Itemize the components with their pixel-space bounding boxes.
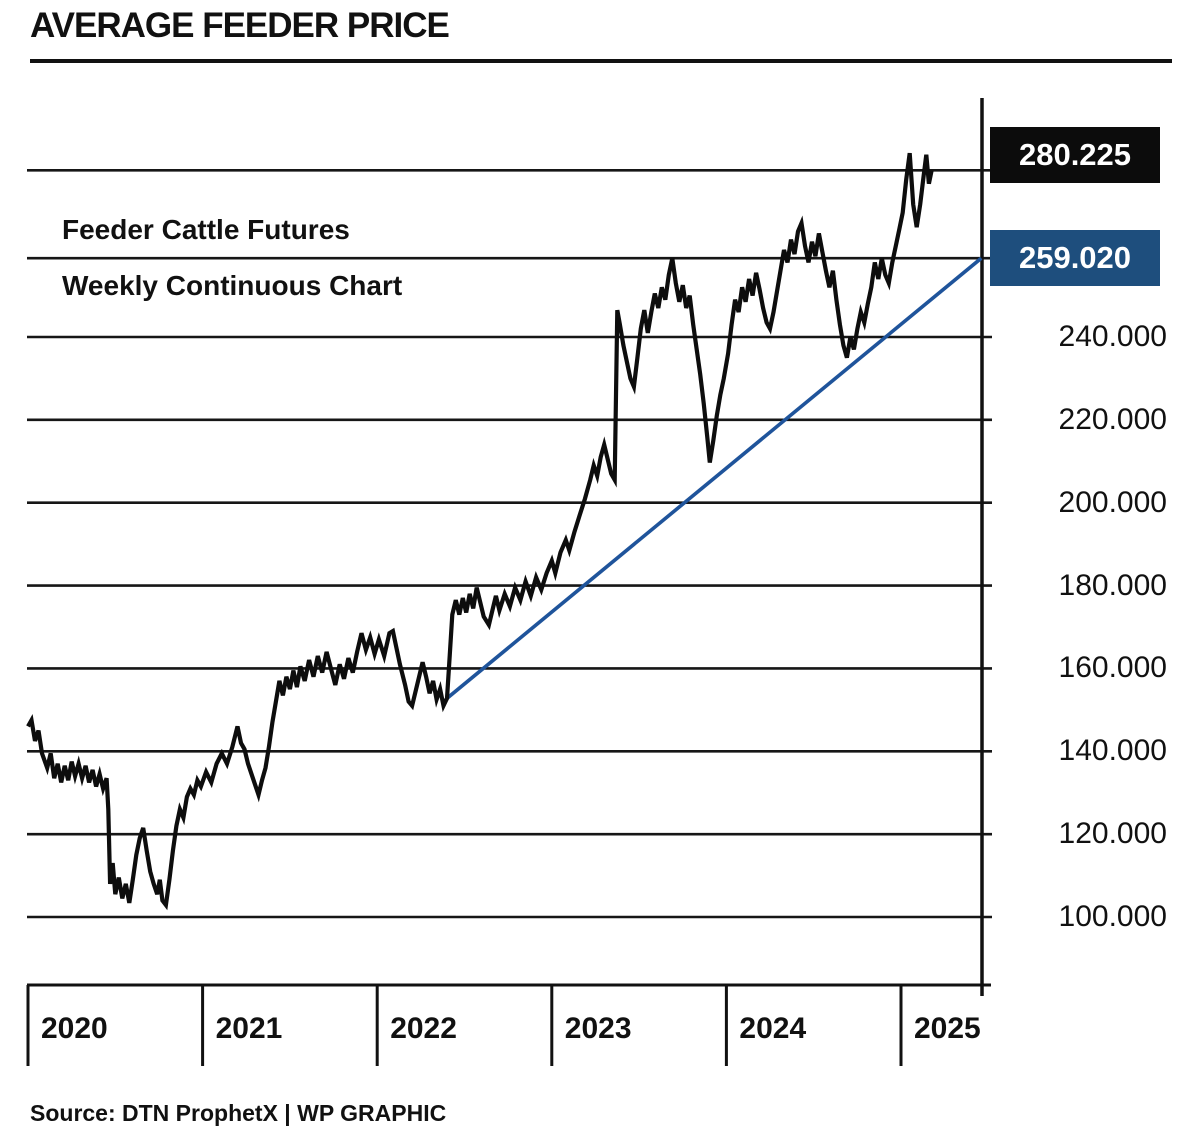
y-axis-label-180.000: 180.000 [1058, 568, 1167, 602]
x-axis-label-2020: 2020 [41, 1012, 108, 1045]
y-axis-label-160.000: 160.000 [1058, 651, 1167, 685]
price-series-line [26, 152, 934, 911]
y-axis-label-220.000: 220.000 [1058, 402, 1167, 436]
x-axis-label-2024: 2024 [739, 1012, 807, 1045]
last-price-badge: 280.225 [990, 127, 1160, 183]
y-axis-label-240.000: 240.000 [1058, 319, 1167, 353]
x-axis-label-2021: 2021 [215, 1012, 283, 1045]
y-axis-label-200.000: 200.000 [1058, 485, 1167, 519]
y-axis-label-120.000: 120.000 [1058, 817, 1167, 851]
annotation-line1: Feeder Cattle Futures [62, 214, 350, 245]
annotation-line2: Weekly Continuous Chart [62, 270, 403, 301]
page-title: AVERAGE FEEDER PRICE [30, 6, 450, 45]
x-axis-label-2025: 2025 [914, 1012, 981, 1045]
source-credit: Source: DTN ProphetX | WP GRAPHIC [30, 1100, 447, 1126]
x-axis-label-2022: 2022 [390, 1012, 457, 1045]
trendline [445, 256, 983, 700]
y-axis-label-140.000: 140.000 [1058, 734, 1167, 768]
trend-price-badge: 259.020 [990, 230, 1160, 286]
title-rule [30, 59, 1172, 63]
y-axis-label-100.000: 100.000 [1058, 900, 1167, 933]
x-axis-label-2023: 2023 [564, 1012, 632, 1045]
